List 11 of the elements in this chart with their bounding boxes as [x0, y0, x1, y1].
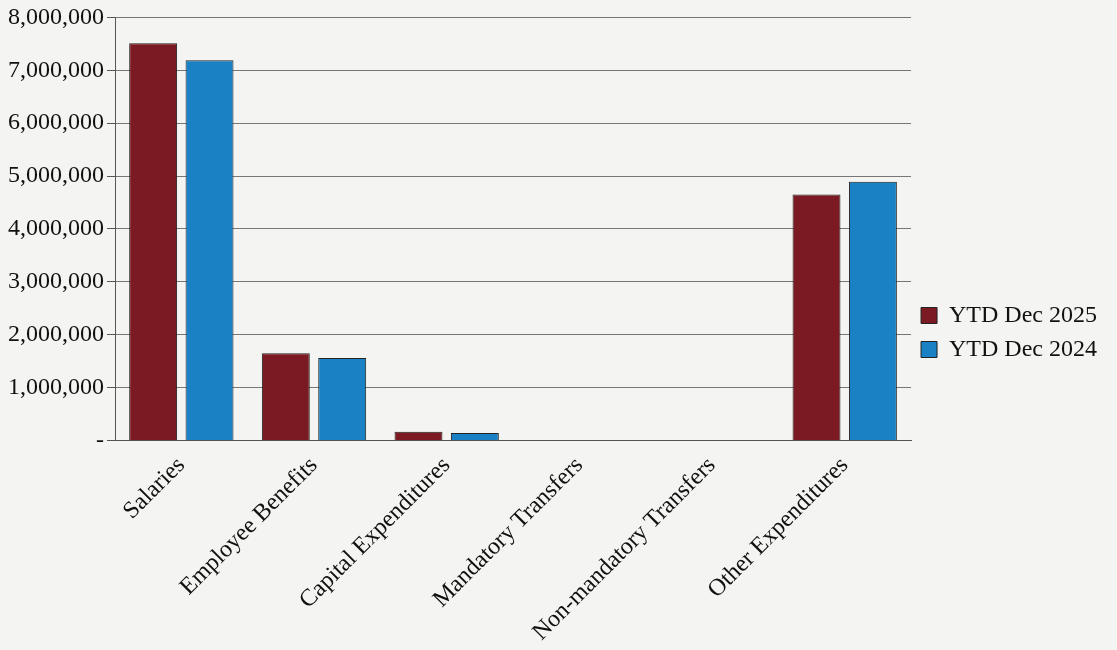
y-tick-label: 4,000,000	[8, 214, 104, 241]
legend-label: YTD Dec 2025	[949, 300, 1098, 327]
y-tick-label: 2,000,000	[8, 319, 104, 346]
y-tick-label: 3,000,000	[8, 267, 104, 294]
y-tick-label: 5,000,000	[8, 161, 104, 188]
legend-label: YTD Dec 2024	[949, 334, 1098, 361]
y-tick-label: 7,000,000	[8, 55, 104, 82]
y-tick-label: 8,000,000	[8, 2, 104, 29]
y-tick-label: -	[96, 425, 104, 452]
y-tick-label: 1,000,000	[8, 372, 104, 399]
y-tick-label: 6,000,000	[8, 108, 104, 135]
